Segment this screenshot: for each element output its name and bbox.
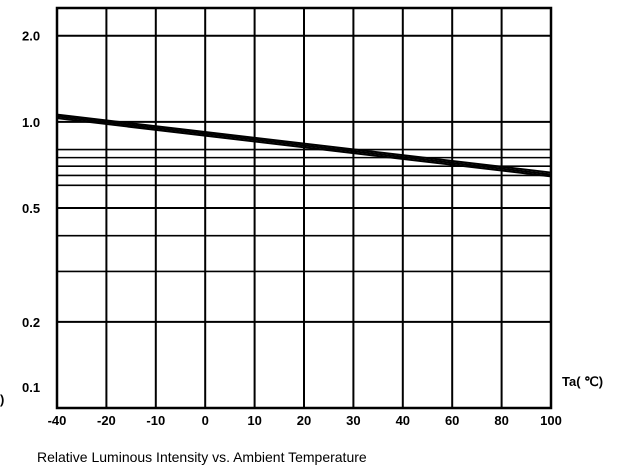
x-tick-label: 10 [247,413,261,428]
horizontal-grid [57,34,551,323]
series-layer [56,113,552,178]
x-tick-label: 30 [346,413,360,428]
x-tick-label: -20 [97,413,116,428]
chart-caption: Relative Luminous Intensity vs. Ambient … [37,449,367,465]
x-tick-labels: -40 -20 -10 0 10 20 30 40 60 80 100 [48,413,562,428]
x-axis-label: Ta( ℃) [562,374,603,389]
x-tick-label: 60 [445,413,459,428]
x-tick-label: -10 [146,413,165,428]
y-tick-label: 0.2 [22,315,40,330]
x-tick-label: 40 [396,413,410,428]
y-axis-label-fragment: ) [0,392,5,407]
x-tick-label: 0 [202,413,209,428]
x-tick-label: 20 [297,413,311,428]
y-tick-label: 0.1 [22,380,40,395]
y-tick-labels: 2.0 1.0 0.5 0.2 0.1 [22,29,40,395]
y-tick-label: 1.0 [22,115,40,130]
x-tick-label: 80 [494,413,508,428]
series-line-3 [56,113,552,174]
x-tick-label: 100 [540,413,562,428]
series-line-2 [56,115,552,176]
x-tick-label: -40 [48,413,67,428]
y-tick-label: 0.5 [22,201,40,216]
y-tick-label: 2.0 [22,29,40,44]
series-line-1 [56,117,552,178]
